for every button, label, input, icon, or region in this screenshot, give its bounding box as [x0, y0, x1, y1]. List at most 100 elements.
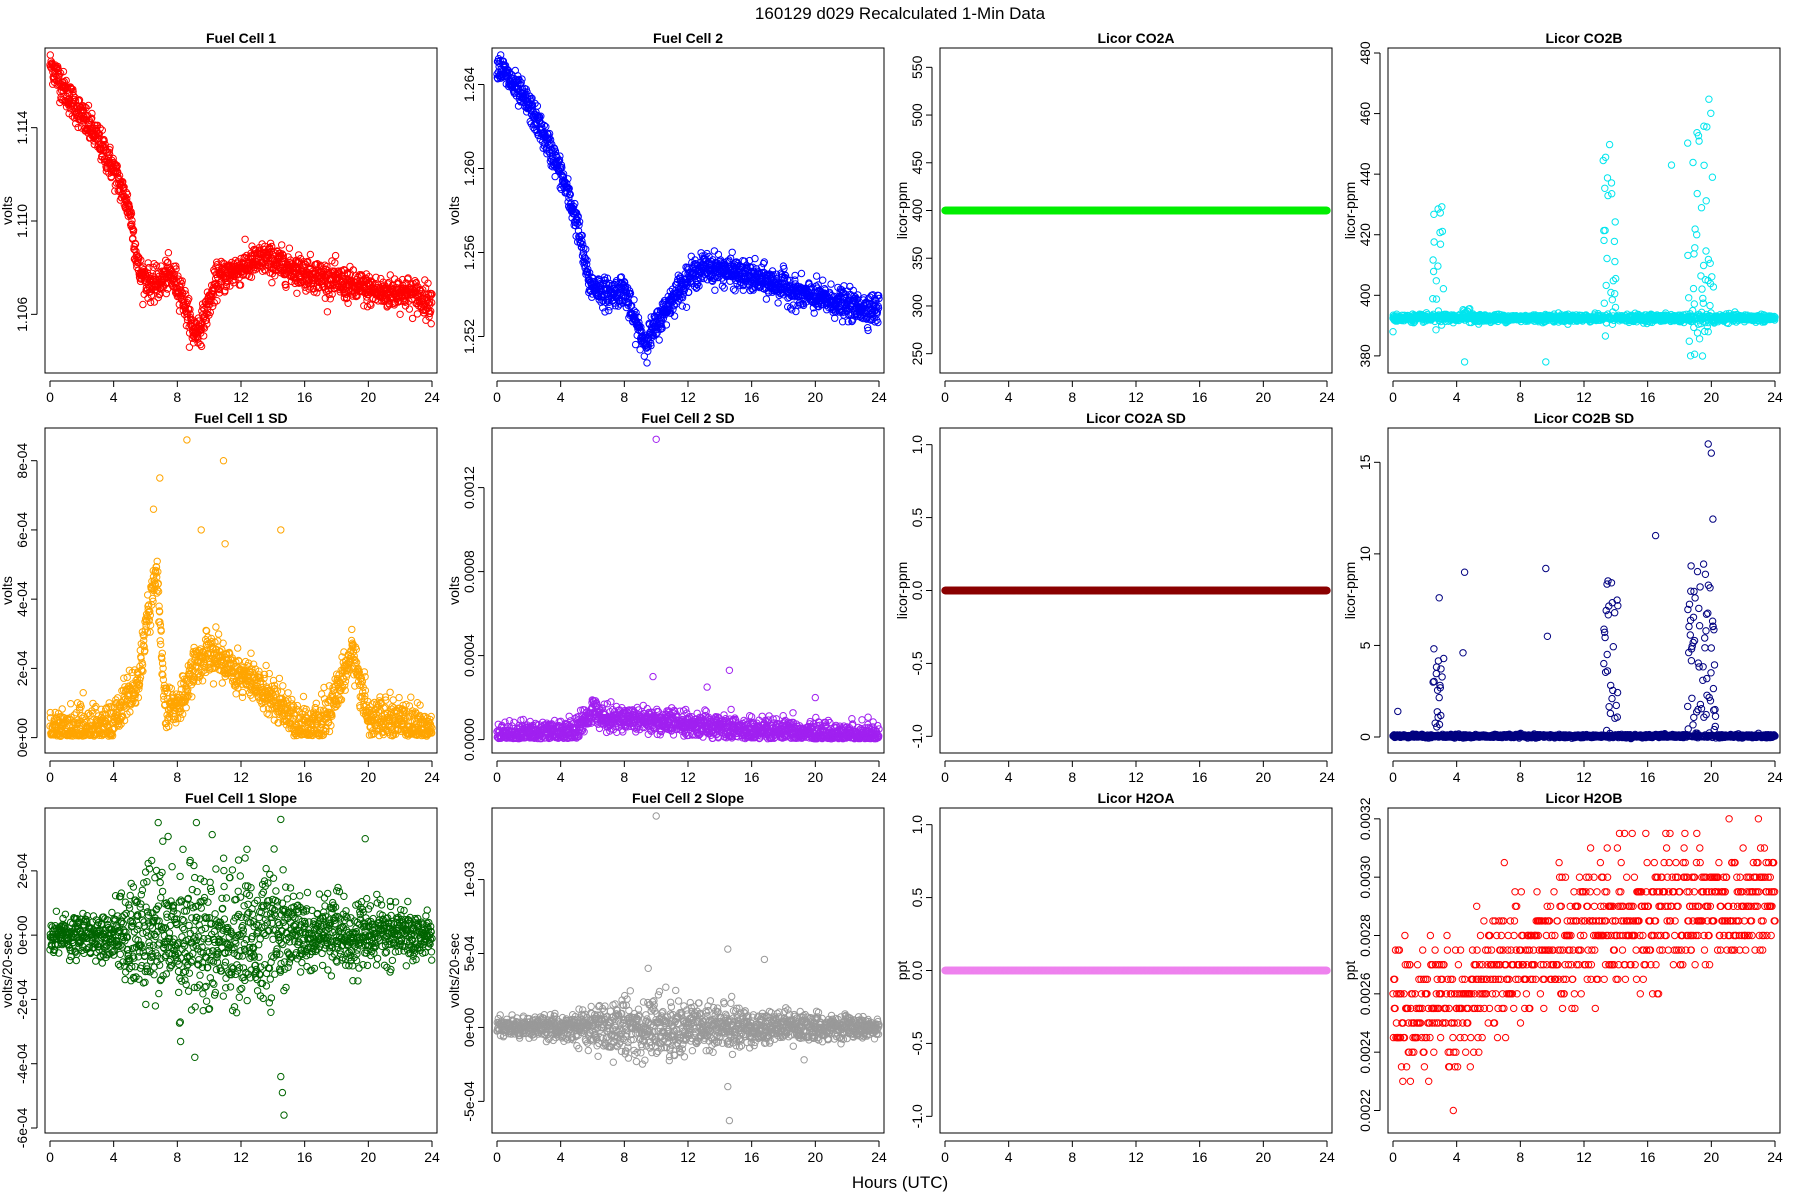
data-point: [1432, 326, 1440, 334]
data-point: [295, 251, 303, 259]
data-point: [242, 266, 250, 275]
x-tick-label: 12: [233, 389, 249, 405]
data-point: [687, 252, 695, 260]
data-point: [279, 254, 288, 262]
data-point: [131, 240, 140, 248]
data-point: [201, 312, 209, 320]
data-point: [101, 144, 110, 152]
x-tick-label: 24: [871, 389, 887, 405]
x-tick-label: 4: [557, 389, 565, 405]
data-point: [282, 283, 290, 291]
y-axis-label: volts: [0, 196, 15, 225]
data-point: [84, 101, 93, 110]
data-point: [1438, 203, 1446, 211]
data-point: [251, 266, 260, 274]
data-point: [1439, 285, 1448, 293]
data-point: [366, 300, 374, 308]
y-tick-label: 1.114: [14, 110, 30, 144]
data-point: [372, 273, 380, 281]
x-axis: 0 4 8 12 16 20 24: [493, 380, 887, 405]
plot-frame: [44, 47, 438, 374]
data-point: [128, 224, 137, 233]
y-tick-label: 1.256: [461, 235, 477, 270]
data-point: [244, 267, 253, 275]
data-point: [85, 116, 94, 125]
data-point: [278, 250, 286, 258]
data-point: [678, 302, 686, 310]
data-point: [792, 307, 800, 316]
data-point: [82, 104, 90, 112]
data-point: [162, 289, 171, 298]
data-point: [214, 284, 223, 292]
data-point: [331, 251, 340, 260]
data-point: [200, 332, 208, 340]
data-point: [231, 276, 239, 284]
data-point: [293, 289, 301, 297]
data-point: [88, 109, 96, 118]
data-point: [774, 299, 782, 307]
data-point: [172, 262, 180, 270]
data-point: [258, 267, 267, 275]
y-tick-label: 450: [909, 151, 925, 175]
data-point: [278, 241, 286, 249]
y-tick-label: 350: [909, 246, 925, 270]
data-point: [381, 281, 389, 289]
data-point: [185, 343, 194, 351]
data-point: [728, 248, 736, 257]
data-point: [241, 235, 249, 244]
data-point: [69, 91, 78, 100]
data-point: [605, 306, 613, 315]
data-points: [1389, 95, 1779, 366]
plot-frame: [491, 47, 885, 374]
data-point: [751, 254, 759, 263]
data-point: [682, 303, 691, 311]
data-point: [812, 272, 821, 280]
data-point: [146, 298, 155, 307]
data-point: [643, 359, 651, 367]
x-tick-label: 24: [424, 389, 440, 405]
data-point: [129, 226, 138, 234]
data-point: [306, 250, 315, 259]
figure-title: 160129 d029 Recalculated 1-Min Data: [755, 4, 1046, 23]
data-point: [211, 274, 220, 283]
data-point: [150, 260, 158, 268]
data-point: [323, 308, 332, 316]
data-points: [46, 51, 436, 351]
data-point: [396, 310, 404, 318]
data-point: [266, 244, 274, 252]
data-points: [941, 206, 1331, 215]
data-point: [710, 247, 719, 255]
data-point: [209, 302, 217, 311]
data-point: [46, 51, 54, 59]
x-tick-label: 24: [1319, 389, 1335, 405]
x-tick-label: 20: [808, 389, 824, 405]
x-tick-label: 0: [941, 389, 949, 405]
x-tick-label: 8: [173, 389, 181, 405]
x-axis: 0 4 8 12 16 20 24: [46, 380, 440, 405]
x-tick-label: 12: [1128, 389, 1144, 405]
x-tick-label: 16: [744, 389, 760, 405]
data-point: [358, 272, 366, 280]
x-tick-label: 8: [620, 389, 628, 405]
y-tick-label: 1.264: [461, 67, 477, 102]
data-point: [319, 265, 327, 273]
figure-xlabel: Hours (UTC): [852, 1173, 948, 1192]
data-point: [253, 264, 261, 272]
data-point: [197, 342, 206, 351]
data-point: [186, 305, 194, 314]
data-point: [237, 254, 245, 263]
y-tick-label: 250: [909, 342, 925, 366]
data-point: [1432, 295, 1441, 303]
data-point: [172, 265, 180, 273]
data-point: [169, 271, 177, 279]
data-point: [762, 295, 771, 303]
data-point: [178, 280, 186, 288]
data-point: [331, 259, 339, 267]
data-point: [344, 299, 352, 307]
data-point: [1432, 277, 1441, 285]
